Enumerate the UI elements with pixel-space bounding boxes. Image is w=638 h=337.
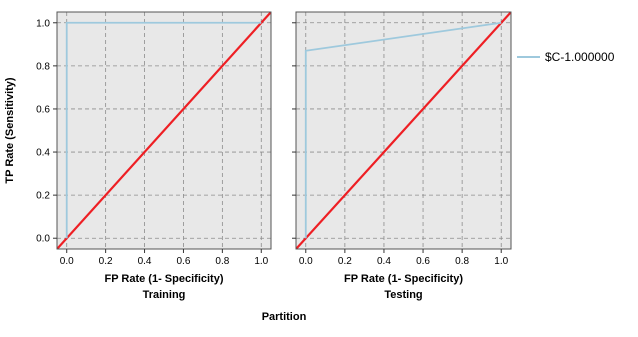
- x-tick-label: 0.8: [455, 256, 469, 267]
- x-tick-label: 0.2: [99, 256, 113, 267]
- partition-label: Partition: [262, 311, 307, 323]
- x-tick-label: 1.0: [494, 256, 508, 267]
- x-tick-label: 0.8: [215, 256, 229, 267]
- x-tick-label: 0.2: [338, 256, 352, 267]
- x-tick-label: 0.4: [138, 256, 152, 267]
- x-axis-title: FP Rate (1- Specificity): [344, 273, 463, 285]
- diagonal-reference-line: [296, 12, 511, 249]
- x-tick-label: 0.6: [416, 256, 430, 267]
- plot-frame: [295, 11, 512, 250]
- y-axis-title: TP Rate (Sensitivity): [4, 77, 16, 183]
- roc-curve-line: [65, 21, 262, 239]
- legend: $C-1.000000: [517, 50, 615, 64]
- panel-label: Testing: [384, 289, 422, 301]
- y-tick-label: 0.8: [36, 61, 50, 72]
- x-tick-label: 0.4: [377, 256, 391, 267]
- y-tick-label: 0.2: [36, 191, 50, 202]
- x-axis-title: FP Rate (1- Specificity): [105, 273, 224, 285]
- x-tick-label: 0.0: [60, 256, 74, 267]
- y-tick-label: 1.0: [36, 18, 50, 29]
- roc-curve-line: [304, 21, 502, 239]
- y-tick-label: 0.0: [36, 234, 50, 245]
- panel-testing: 0.0 0.2 0.4 0.6 0.8 1.0 FP Rate (1- Specificit…: [292, 11, 512, 301]
- legend-label: $C-1.000000: [545, 50, 615, 64]
- x-tick-label: 0.6: [177, 256, 191, 267]
- x-tick-label: 1.0: [254, 256, 268, 267]
- plot-frame: [56, 11, 272, 250]
- panel-label: Training: [143, 289, 186, 301]
- x-tick-label: 0.0: [299, 256, 313, 267]
- y-tick-label: 0.4: [36, 148, 50, 159]
- panels: 0.0 0.2 0.4 0.6 0.8 1.0 0.0 0.2 0.4 0.6 0.8 1.0 FP R…: [36, 11, 512, 301]
- diagonal-reference-line: [57, 12, 271, 249]
- panel-training: 0.0 0.2 0.4 0.6 0.8 1.0 0.0 0.2 0.4 0.6 0.8 1.0 FP R…: [36, 11, 272, 301]
- y-tick-label: 0.6: [36, 104, 50, 115]
